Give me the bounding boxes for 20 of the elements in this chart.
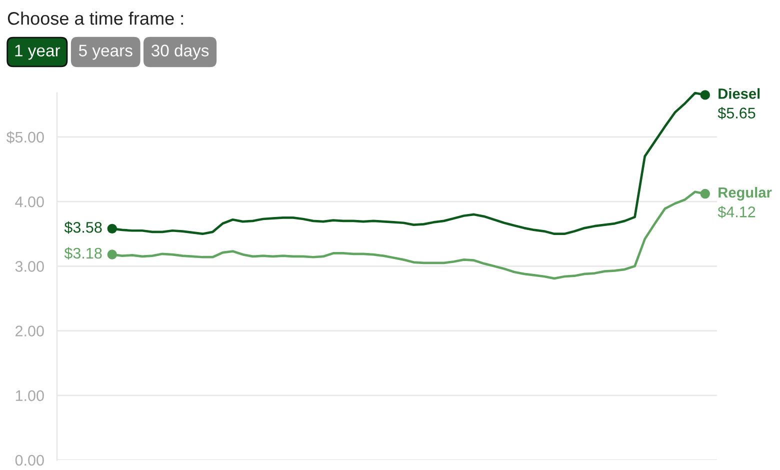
data-label: $4.12 <box>718 206 756 218</box>
point <box>700 90 710 100</box>
y-tick-label: 0.00 <box>15 454 44 466</box>
y-tick-label: $5.00 <box>6 131 44 144</box>
point <box>700 188 710 199</box>
point <box>107 224 118 234</box>
text: 30 days <box>151 44 209 60</box>
series-label: Regular <box>718 186 772 201</box>
data-label: $3.18 <box>64 247 102 260</box>
series-label: Diesel <box>718 88 760 99</box>
text: 1 year <box>15 44 60 60</box>
point <box>107 250 118 260</box>
y-tick-label: 1.00 <box>16 390 44 402</box>
data-label: $5.65 <box>718 107 756 120</box>
y-tick-label: 2.00 <box>16 326 44 336</box>
y-tick-label: 3.00 <box>15 261 44 272</box>
text: 5 years <box>78 44 132 60</box>
y-tick-label: 4.00 <box>15 196 44 208</box>
chart-title: Choose a time frame : <box>8 12 183 25</box>
data-label: $3.58 <box>64 221 102 234</box>
